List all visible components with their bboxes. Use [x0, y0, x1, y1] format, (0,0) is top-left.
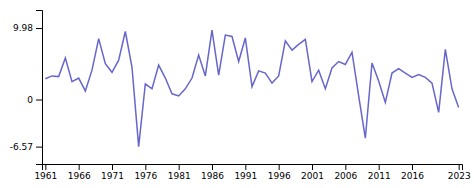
tick: 1976 — [134, 164, 157, 181]
tick: 2023 — [448, 164, 471, 181]
tick-label: 0 — [27, 95, 33, 105]
tick-label: 1971 — [101, 171, 124, 181]
axis-line — [43, 165, 463, 171]
tick-mark — [36, 28, 42, 29]
tick: 1991 — [234, 164, 257, 181]
chart: 1961 1966 1971 1976 1981 1986 1991 1996 2001 2006… — [0, 0, 474, 188]
tick-mark — [412, 164, 413, 170]
tick-mark — [279, 164, 280, 170]
axis-line — [36, 11, 43, 165]
tick-label: 1986 — [201, 171, 224, 181]
tick-label: 2001 — [301, 171, 324, 181]
tick: 1971 — [101, 164, 124, 181]
tick-label: 2016 — [401, 171, 424, 181]
tick-mark — [179, 164, 180, 170]
tick: 2016 — [401, 164, 424, 181]
tick-label: 9.98 — [13, 23, 33, 33]
tick-label: 2023 — [448, 171, 471, 181]
tick-label: 1996 — [268, 171, 291, 181]
tick-mark — [245, 164, 246, 170]
tick: 2011 — [368, 164, 391, 181]
tick-label: -6.57 — [10, 142, 33, 152]
tick: 1981 — [168, 164, 191, 181]
tick: 1961 — [34, 164, 57, 181]
tick-label: 2011 — [368, 171, 391, 181]
tick-mark — [145, 164, 146, 170]
tick: 1986 — [201, 164, 224, 181]
tick-mark — [45, 164, 46, 170]
plot: 1961 1966 1971 1976 1981 1986 1991 1996 2001 2006… — [10, 11, 471, 182]
tick-label: 1981 — [168, 171, 191, 181]
tick-mark — [212, 164, 213, 170]
tick-mark — [79, 164, 80, 170]
tick: 1996 — [268, 164, 291, 181]
x-axis: 1961 1966 1971 1976 1981 1986 1991 1996 2001 2006… — [34, 164, 470, 181]
y-axis: -6.57 0 9.98 — [10, 11, 43, 165]
tick-label: 1966 — [68, 171, 91, 181]
tick-mark — [379, 164, 380, 170]
tick-mark — [459, 164, 460, 170]
tick-label: 1991 — [234, 171, 257, 181]
tick: 2006 — [334, 164, 357, 181]
tick-mark — [36, 147, 42, 148]
tick: 1966 — [68, 164, 91, 181]
tick-mark — [345, 164, 346, 170]
tick: 2001 — [301, 164, 324, 181]
tick-mark — [112, 164, 113, 170]
tick-mark — [312, 164, 313, 170]
line — [45, 30, 458, 147]
tick: 0 — [27, 95, 42, 105]
tick-label: 1976 — [134, 171, 157, 181]
tick: -6.57 — [10, 142, 42, 152]
tick-mark — [36, 100, 42, 101]
tick-label: 2006 — [334, 171, 357, 181]
tick: 9.98 — [13, 23, 42, 33]
marks — [45, 30, 458, 147]
tick-label: 1961 — [34, 171, 57, 181]
